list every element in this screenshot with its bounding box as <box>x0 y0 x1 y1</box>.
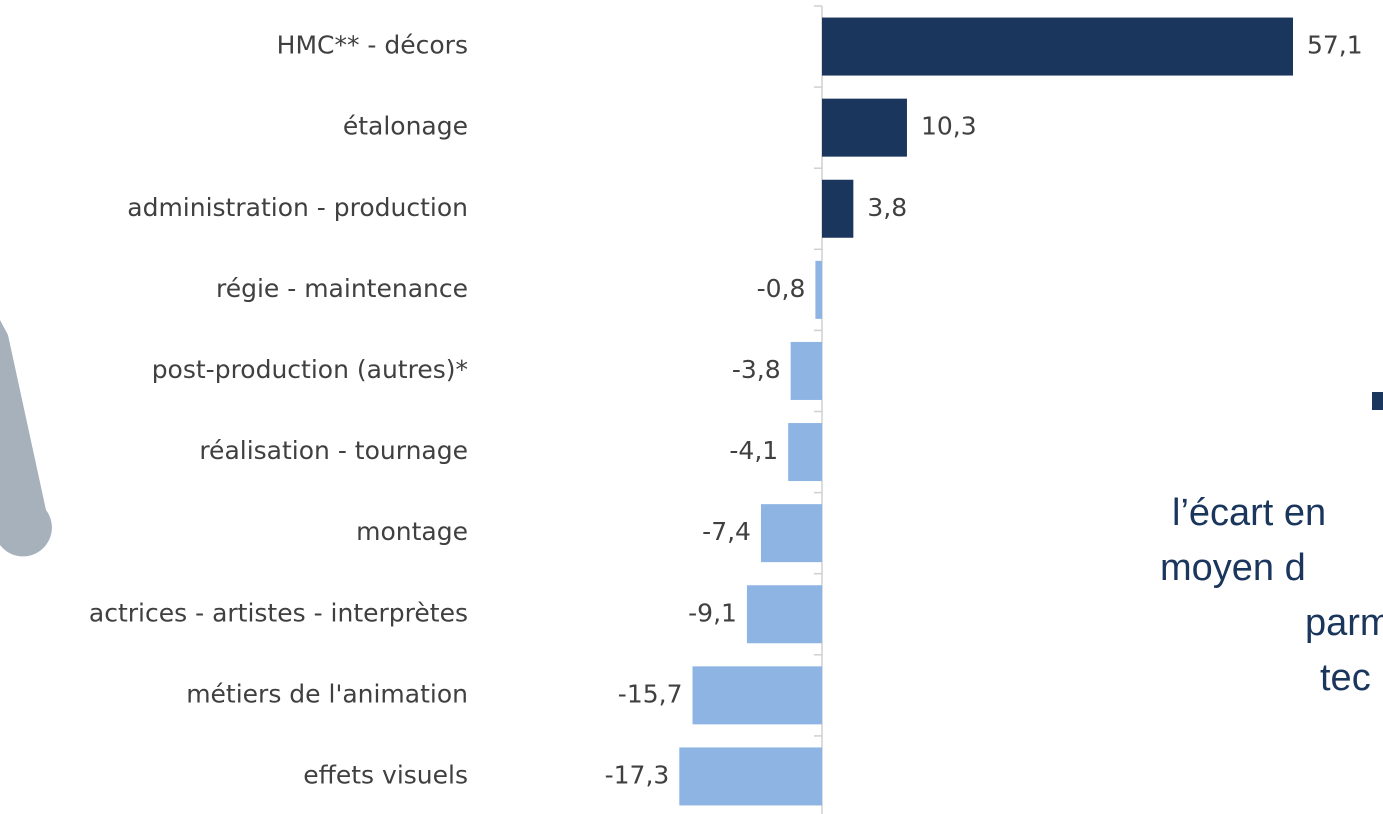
bar <box>822 98 907 157</box>
bar <box>788 423 822 482</box>
category-label: régie - maintenance <box>216 274 468 303</box>
bar <box>815 260 822 319</box>
value-label: -3,8 <box>732 355 781 384</box>
annotation: parm <box>1305 602 1383 644</box>
value-label: -4,1 <box>729 436 778 465</box>
bar <box>679 747 822 806</box>
value-label: -9,1 <box>688 598 737 627</box>
value-label: -0,8 <box>757 274 806 303</box>
value-label: -17,3 <box>605 760 670 789</box>
category-label: métiers de l'animation <box>186 679 468 708</box>
category-label: étalonage <box>343 112 468 141</box>
bar <box>746 585 822 644</box>
bar <box>692 666 822 725</box>
category-label: HMC** - décors <box>277 31 468 60</box>
value-label: 3,8 <box>867 193 907 222</box>
value-label: 57,1 <box>1307 31 1363 60</box>
category-label: actrices - artistes - interprètes <box>89 598 468 627</box>
category-label: administration - production <box>127 193 468 222</box>
bar <box>822 17 1293 76</box>
bar <box>760 504 822 563</box>
annotation: l’écart en <box>1172 492 1326 534</box>
category-label: post-production (autres)* <box>152 355 468 384</box>
value-label: -15,7 <box>618 679 683 708</box>
value-label: 10,3 <box>921 112 977 141</box>
category-label: montage <box>356 517 468 546</box>
bar <box>790 341 822 400</box>
decor-square <box>1372 392 1383 410</box>
annotation: tec <box>1320 657 1371 699</box>
decor-shape <box>0 320 52 557</box>
annotation: moyen d <box>1160 547 1306 589</box>
category-label: effets visuels <box>303 760 468 789</box>
bar <box>822 179 854 238</box>
value-label: -7,4 <box>702 517 751 546</box>
category-label: réalisation - tournage <box>199 436 468 465</box>
